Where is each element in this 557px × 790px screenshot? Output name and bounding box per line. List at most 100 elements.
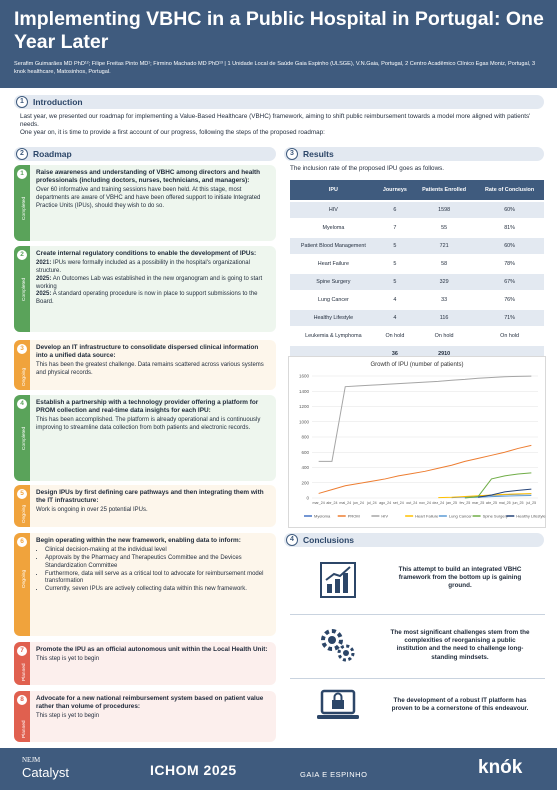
paragraph: This step is yet to begin	[36, 656, 100, 663]
item-label: 2021:	[36, 260, 52, 267]
step-text: 2021: IPUs were formally included as a p…	[36, 260, 270, 307]
table-wrap: IPU Journeys Patients Enrolled Rate of Conc…	[290, 178, 544, 364]
step-tab: 5 Ongoing	[14, 485, 30, 527]
y-tick-label: 600	[301, 450, 309, 455]
footer: NEJM Catalyst ICHOM 2025 GAIA E ESPINHO …	[0, 748, 557, 790]
section-title: Conclusions	[303, 535, 355, 545]
results-table: IPU Journeys Patients Enrolled Rate of Conc…	[290, 178, 544, 364]
y-tick-label: 1600	[299, 374, 310, 379]
step-status: Planned	[22, 720, 27, 738]
logo: knók	[478, 757, 523, 778]
chart-frame	[288, 356, 546, 528]
gears-icon	[321, 629, 355, 662]
legend-label: Heart Failure	[415, 514, 439, 519]
step-title: Promote the IPU as an official autonomou…	[36, 646, 268, 653]
step-status: Completed	[22, 196, 27, 220]
table-cell: 5	[376, 274, 413, 290]
step-text: Work is ongoing in over 25 potential IPU…	[36, 507, 270, 515]
x-tick-label: fev_25	[459, 501, 470, 505]
table-body: HIV 6 1598 60% Myeloma 7 55 81% Patient Blood Ma…	[290, 202, 544, 362]
line-chart: Growth of IPU (number of patients) 0 200 4…	[288, 356, 546, 528]
conclusion: The development of a robust IT platform …	[290, 678, 545, 744]
section-header: 2 Roadmap	[14, 147, 276, 161]
section-header: 1 Introduction	[14, 95, 544, 109]
legend-label: PROM	[348, 514, 360, 519]
table-cell: Myeloma	[322, 225, 345, 231]
step-text: This step is yet to begin	[36, 656, 270, 664]
dated-item: 2021: IPUs were formally included as a p…	[36, 260, 270, 276]
step-text: This has been the greatest challenge. Da…	[36, 362, 270, 378]
conclusion-text: The development of a robust IT platform …	[391, 697, 529, 713]
step-title: Develop an IT infrastructure to consolid…	[36, 344, 259, 360]
step-number: 4	[17, 399, 27, 409]
conclusion: The most significant challenges stem fro…	[290, 614, 545, 676]
item-text: A standard operating procedure is now in…	[36, 291, 258, 306]
conclusion: This attempt to build an integrated VBHC…	[290, 552, 545, 612]
legend-label: Myeloma	[314, 514, 331, 519]
dated-item: 2025: An Outcomes Lab was established in…	[36, 276, 270, 292]
table-row: Leukemia & Lymphoma On hold On hold On hold	[290, 328, 544, 344]
step-text: Over 60 informative and training session…	[36, 187, 270, 210]
step-status: Ongoing	[22, 504, 27, 523]
table-cell: 60%	[475, 202, 544, 218]
line	[318, 375, 532, 462]
table-cell: 81%	[504, 225, 515, 231]
table-cell: 5	[376, 238, 413, 254]
step-content: Begin operating within the new framework…	[36, 537, 270, 594]
table-row: Lung Cancer 4 33 76%	[290, 292, 544, 308]
step-number: 8	[17, 695, 27, 705]
logo: NEJM	[22, 756, 41, 764]
table-cell: On hold	[385, 333, 405, 339]
x-tick-label: jun_24	[352, 501, 364, 505]
table-row: Myeloma 7 55 81%	[290, 220, 544, 236]
step-number: 7	[17, 646, 27, 656]
line	[478, 488, 532, 498]
y-tick-label: 800	[301, 435, 309, 440]
logo: Catalyst	[22, 765, 69, 780]
table-cell: 67%	[475, 274, 544, 290]
table-cell: On hold	[434, 333, 454, 339]
step-text: Clinical decision-making at the individu…	[36, 547, 270, 594]
table-row: Healthy Lifestyle 4 116 71%	[290, 310, 544, 326]
y-tick-label: 0	[306, 496, 309, 501]
step-tab: 2 Completed	[14, 246, 30, 332]
step-background	[14, 533, 276, 636]
table-cell: 33	[441, 297, 448, 303]
roadmap-step: 4 Completed Establish a partnership with a…	[14, 395, 276, 481]
intro-text: Last year, we presented our roadmap for …	[20, 113, 540, 138]
results-intro: The inclusion rate of the proposed IPU g…	[290, 165, 445, 172]
step-tab: 7 Planned	[14, 642, 30, 685]
y-tick-label: 200	[301, 480, 309, 485]
section-number: 4	[286, 534, 298, 546]
step-tab: 6 Ongoing	[14, 533, 30, 636]
section-number: 1	[16, 96, 28, 108]
table-cell: 71%	[475, 310, 544, 326]
authors: Serafim Guimarães MD PhD¹²; Filipe Freit…	[14, 61, 536, 75]
legend-label: HIV	[381, 514, 388, 519]
step-background	[14, 165, 276, 241]
step-tab: 1 Completed	[14, 165, 30, 241]
step-content: Design IPUs by first defining care pathw…	[36, 489, 270, 515]
table-cell: Healthy Lifestyle	[290, 310, 377, 326]
x-tick-label: dez_24	[432, 501, 444, 505]
step-tab: 3 Ongoing	[14, 340, 30, 390]
line	[464, 472, 532, 499]
section-title: Roadmap	[33, 149, 72, 159]
step-content: Develop an IT infrastructure to consolid…	[36, 344, 270, 378]
step-number: 6	[17, 537, 27, 547]
conclusion-text: The most significant challenges stem fro…	[390, 629, 530, 661]
legend-label: Healthy Lifestyle	[516, 514, 546, 519]
table-cell: 58	[441, 261, 448, 267]
x-tick-label: abr_25	[486, 501, 497, 505]
x-tick-label: nov_24	[419, 501, 431, 505]
table-cell: 76%	[504, 297, 515, 303]
roadmap-step: 6 Ongoing Begin operating within the new f…	[14, 533, 276, 636]
bullet: Currently, seven IPUs are actively colle…	[45, 586, 270, 594]
paragraph: Last year, we presented our roadmap for …	[20, 113, 531, 129]
x-tick-label: jul_25	[526, 501, 537, 505]
x-tick-label: jan_25	[445, 501, 457, 505]
step-title: Advocate for a new national reimbursemen…	[36, 695, 264, 711]
chart-title: Growth of IPU (number of patients)	[370, 362, 463, 368]
step-background	[14, 340, 276, 390]
